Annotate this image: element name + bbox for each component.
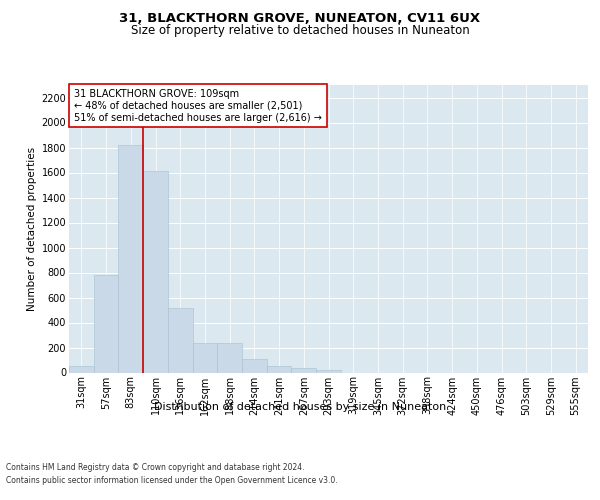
Text: Contains public sector information licensed under the Open Government Licence v3: Contains public sector information licen… — [6, 476, 338, 485]
Text: Size of property relative to detached houses in Nuneaton: Size of property relative to detached ho… — [131, 24, 469, 37]
Bar — [267, 366, 292, 372]
Text: Contains HM Land Registry data © Crown copyright and database right 2024.: Contains HM Land Registry data © Crown c… — [6, 462, 305, 471]
Text: Distribution of detached houses by size in Nuneaton: Distribution of detached houses by size … — [154, 402, 446, 412]
Bar — [292, 368, 316, 372]
Bar — [242, 359, 267, 372]
Bar — [69, 366, 94, 372]
Bar — [143, 171, 168, 372]
Bar — [193, 343, 217, 372]
Bar — [168, 308, 193, 372]
Bar — [118, 145, 143, 372]
Bar — [217, 343, 242, 372]
Y-axis label: Number of detached properties: Number of detached properties — [28, 146, 37, 311]
Text: 31 BLACKTHORN GROVE: 109sqm
← 48% of detached houses are smaller (2,501)
51% of : 31 BLACKTHORN GROVE: 109sqm ← 48% of det… — [74, 90, 322, 122]
Text: 31, BLACKTHORN GROVE, NUNEATON, CV11 6UX: 31, BLACKTHORN GROVE, NUNEATON, CV11 6UX — [119, 12, 481, 26]
Bar — [94, 275, 118, 372]
Bar — [316, 370, 341, 372]
